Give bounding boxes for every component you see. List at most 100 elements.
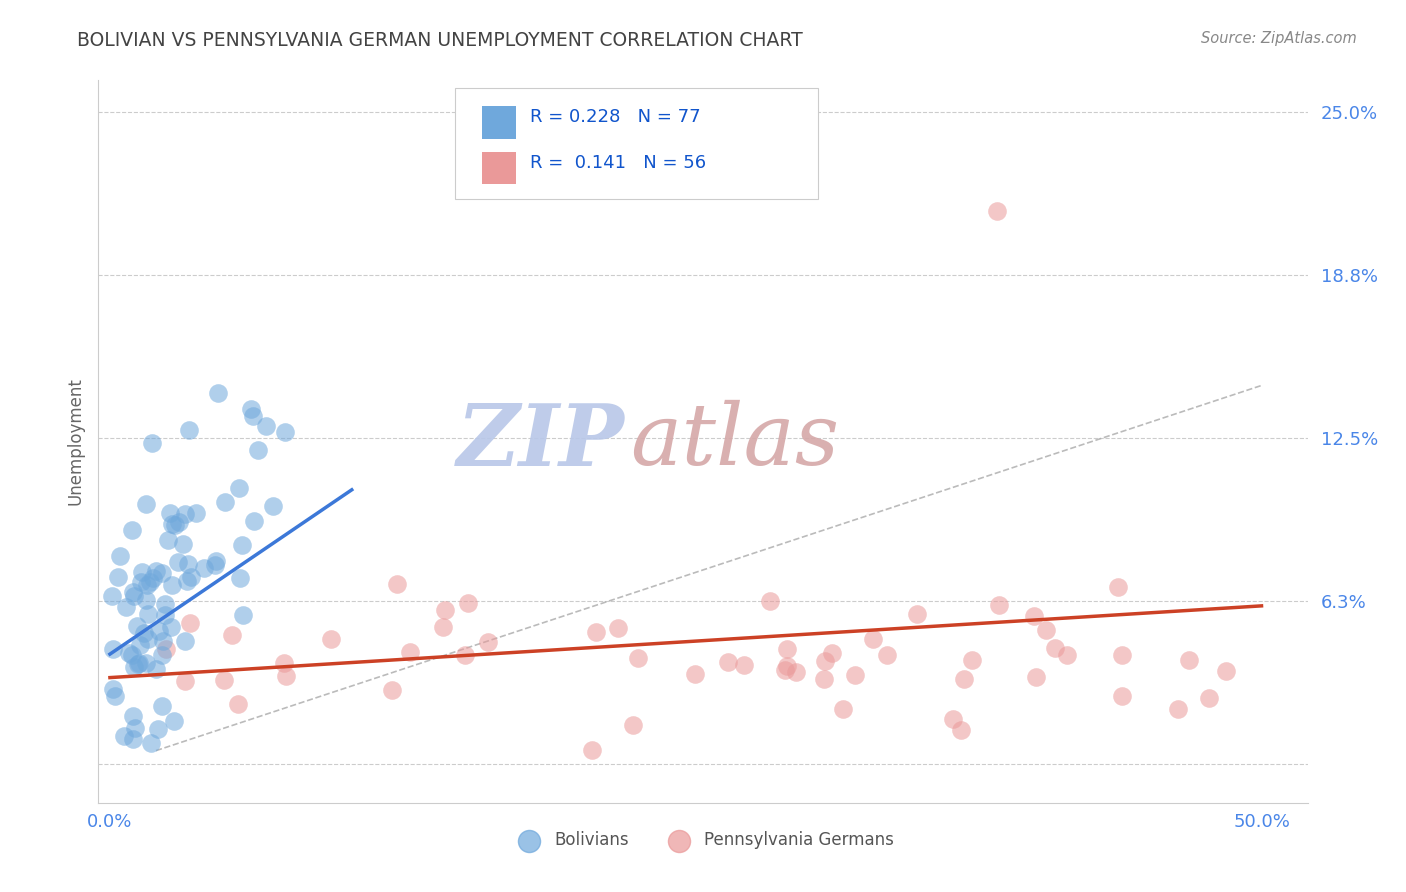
Y-axis label: Unemployment: Unemployment (66, 377, 84, 506)
Point (1056, 648, 1078, 662)
Point (433, 603, 456, 617)
Point (128, 656, 150, 670)
Point (1043, 640, 1066, 655)
Point (214, 495, 236, 509)
Point (952, 672, 974, 686)
Point (876, 648, 898, 663)
Point (1167, 702, 1189, 716)
Point (153, 607, 176, 622)
Point (759, 594, 782, 608)
Point (101, 589, 124, 603)
Point (122, 584, 145, 599)
Point (159, 506, 181, 520)
Point (581, 742, 603, 756)
Point (135, 592, 157, 607)
Point (229, 571, 252, 585)
Point (862, 632, 884, 647)
Point (145, 663, 167, 677)
Point (153, 597, 176, 611)
Point (150, 698, 173, 713)
Point (254, 418, 277, 433)
Point (176, 574, 198, 588)
Point (821, 646, 844, 660)
Point (141, 435, 163, 450)
Point (274, 425, 297, 439)
Point (960, 653, 983, 667)
Point (132, 625, 155, 640)
Point (1215, 665, 1237, 679)
Point (165, 518, 187, 533)
Point (274, 669, 297, 683)
Point (124, 722, 146, 736)
Point (121, 524, 143, 538)
Point (832, 702, 855, 716)
Point (160, 577, 183, 591)
Point (776, 641, 799, 656)
Point (172, 537, 194, 551)
Text: BOLIVIAN VS PENNSYLVANIA GERMAN UNEMPLOYMENT CORRELATION CHART: BOLIVIAN VS PENNSYLVANIA GERMAN UNEMPLOY… (77, 31, 803, 50)
Point (243, 514, 266, 528)
Point (987, 598, 1010, 612)
Point (1111, 689, 1133, 703)
Point (135, 657, 157, 671)
Point (129, 575, 152, 590)
Point (240, 402, 263, 417)
Point (184, 506, 207, 520)
Point (103, 641, 125, 656)
Text: atlas: atlas (630, 401, 839, 483)
Point (169, 515, 191, 529)
Point (136, 578, 159, 592)
Point (242, 409, 264, 423)
Point (127, 657, 149, 672)
Point (844, 667, 866, 681)
Point (167, 556, 190, 570)
Point (177, 557, 200, 571)
Point (1022, 608, 1045, 623)
Point (246, 443, 269, 458)
Point (114, 600, 136, 615)
Point (128, 638, 150, 652)
Point (477, 635, 499, 649)
Text: ZIP: ZIP (457, 400, 624, 483)
Point (193, 560, 215, 574)
Point (101, 682, 124, 697)
Point (122, 589, 145, 603)
Bar (482, 152, 516, 185)
Point (104, 690, 127, 704)
Point (118, 646, 141, 660)
Point (905, 607, 928, 622)
Point (785, 665, 807, 680)
Point (813, 673, 835, 687)
Point (228, 697, 250, 711)
Point (1198, 691, 1220, 706)
Point (1025, 670, 1047, 684)
Point (139, 575, 162, 590)
Point (385, 576, 408, 591)
Point (131, 565, 153, 579)
Point (204, 558, 226, 573)
Point (716, 655, 738, 669)
Point (621, 718, 644, 732)
Point (381, 682, 404, 697)
Legend: Bolivians, Pennsylvania Germans: Bolivians, Pennsylvania Germans (506, 824, 900, 856)
Point (150, 648, 173, 663)
Point (174, 507, 197, 521)
Point (142, 571, 165, 585)
Point (173, 634, 195, 648)
Point (138, 632, 160, 646)
Point (108, 549, 131, 564)
Point (205, 554, 228, 568)
Point (121, 732, 143, 747)
Point (432, 620, 454, 634)
Point (148, 624, 170, 639)
Point (321, 632, 343, 646)
Point (776, 658, 799, 673)
Point (121, 648, 143, 662)
Text: Source: ZipAtlas.com: Source: ZipAtlas.com (1201, 31, 1357, 46)
FancyBboxPatch shape (456, 87, 818, 200)
Point (174, 674, 197, 689)
Point (1111, 648, 1133, 662)
Point (179, 615, 201, 630)
Point (733, 658, 755, 673)
Point (1177, 653, 1199, 667)
